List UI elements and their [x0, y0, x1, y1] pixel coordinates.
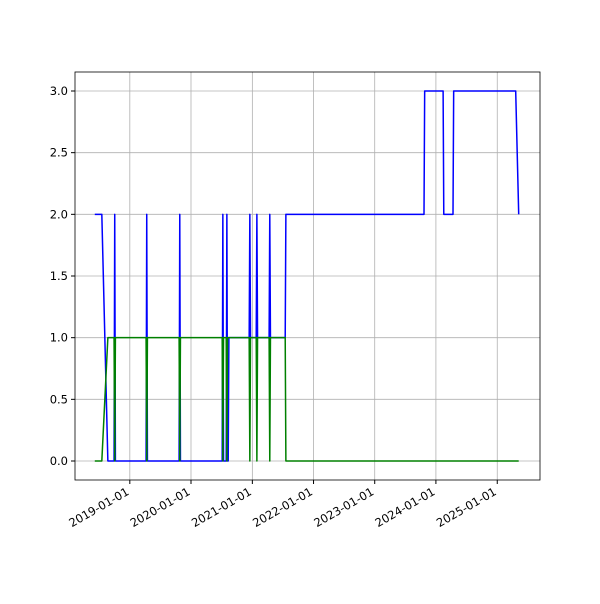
plot-frame: [74, 71, 541, 481]
y-tick-label: 1.0: [50, 331, 68, 345]
y-tick-label: 2.5: [50, 146, 68, 160]
y-tick-label: 1.5: [50, 269, 68, 283]
y-tick-label: 2.0: [50, 207, 68, 221]
y-tick-label: 3.0: [50, 84, 68, 98]
y-tick-label: 0.5: [50, 392, 68, 406]
y-tick-label: 0.0: [50, 454, 68, 468]
line: [94, 336, 519, 462]
